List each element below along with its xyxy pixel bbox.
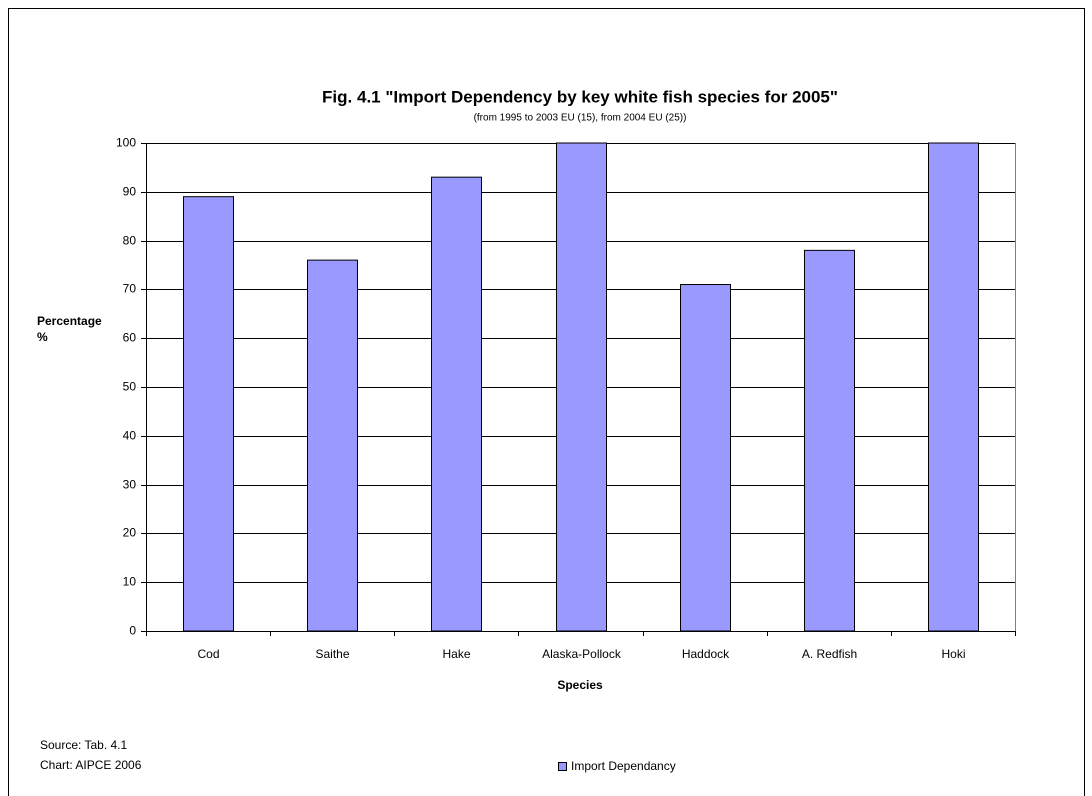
x-axis-label: Species [557, 678, 603, 692]
y-tick-label: 80 [123, 234, 137, 248]
bar [680, 284, 731, 632]
x-tick-label: Alaska-Pollock [542, 647, 622, 661]
y-tick-label: 50 [123, 380, 137, 394]
bar [431, 176, 482, 632]
x-tick-label: Hake [442, 647, 470, 661]
y-tick-label: 40 [123, 429, 137, 443]
legend-label: Import Dependancy [571, 759, 676, 773]
y-tick-label: 20 [123, 526, 137, 540]
bar [307, 259, 358, 632]
source-note: Source: Tab. 4.1 [40, 738, 127, 752]
chart-subtitle: (from 1995 to 2003 EU (15), from 2004 EU… [474, 113, 687, 124]
x-tick-label: Haddock [682, 647, 730, 661]
x-tick-label: Saithe [315, 647, 349, 661]
bar [556, 142, 607, 632]
x-tick-label: Hoki [941, 647, 965, 661]
y-tick-label: 0 [129, 624, 136, 638]
chart-title: Fig. 4.1 "Import Dependency by key white… [322, 87, 838, 106]
y-axis-label: Percentage [37, 314, 102, 328]
y-axis-label: % [37, 330, 48, 344]
legend-swatch [558, 762, 567, 771]
y-tick-label: 30 [123, 478, 137, 492]
y-tick-label: 10 [123, 575, 137, 589]
y-tick-label: 70 [123, 282, 137, 296]
x-tick-label: A. Redfish [802, 647, 857, 661]
bar [928, 142, 979, 632]
y-tick-label: 100 [116, 136, 136, 150]
y-tick-label: 60 [123, 331, 137, 345]
bar [183, 196, 234, 632]
bar [804, 249, 855, 632]
x-tick-label: Cod [197, 647, 219, 661]
source-note: Chart: AIPCE 2006 [40, 758, 142, 772]
y-tick-label: 90 [123, 185, 137, 199]
